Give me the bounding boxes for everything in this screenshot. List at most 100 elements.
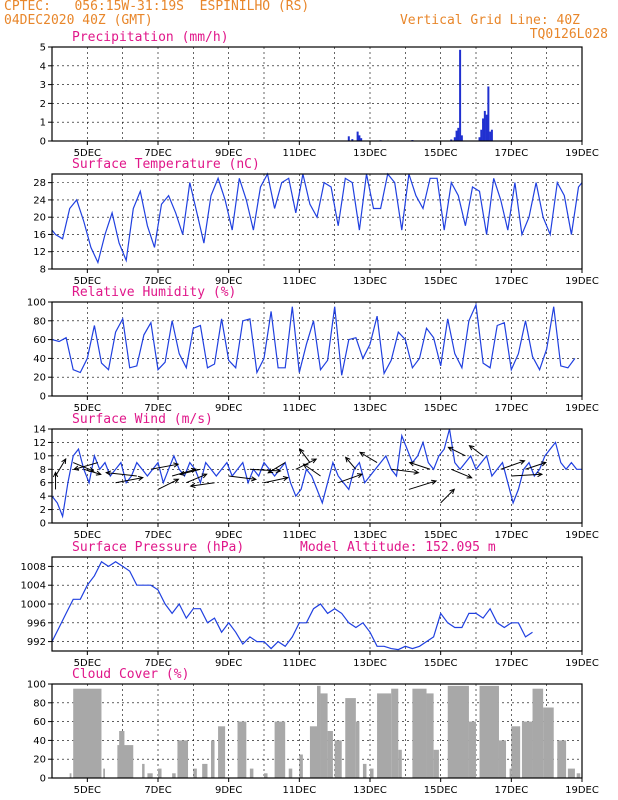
wind-vector-head [61,458,67,465]
wind-xtick-label: 9DEC [215,530,242,541]
wind-vector [345,457,357,470]
precip-bar [351,139,354,141]
wind-xtick-label: 19DEC [565,530,599,541]
wind-vector [448,446,466,457]
pres-series-line [51,560,533,651]
wind-vector [115,477,143,484]
rh-xtick-label: 7DEC [144,403,171,414]
cloud-xtick-label: 19DEC [565,785,599,796]
precip-xtick-label: 7DEC [144,148,171,159]
rh-xtick-label: 5DEC [74,403,101,414]
cloud-xtick-label: 7DEC [144,785,171,796]
temp-ytick-label: 8 [40,265,46,276]
pres-xtick-label: 17DEC [494,658,528,669]
wind-vector-head [73,465,80,471]
wind-vector-head [537,471,544,478]
wind-vector-head [95,470,102,476]
cloud-ytick-label: 60 [33,717,46,728]
cloud-bar [557,740,567,778]
cloud-bar [69,773,72,778]
wind-vector [157,478,179,490]
cloud-bar [498,740,507,778]
rh-xtick-label: 17DEC [494,403,528,414]
wind-vector-head [189,482,196,489]
wind-vector-head [137,475,144,481]
wind-vector-head [344,456,351,463]
cloud-bar [391,688,399,778]
wind-vector-head [105,470,112,476]
cloud-bar [543,707,554,778]
cloud-bar [327,731,333,778]
pres-ytick-label: 1004 [21,581,46,592]
station-header: CPTEC: 056:15W-31:19S ESPINILHO (RS) [4,0,310,14]
precip-title: Precipitation (mm/h) [72,30,229,45]
temp-xtick-label: 5DEC [74,276,101,287]
cloud-ytick-label: 80 [33,698,46,709]
cloud-bar [103,768,105,778]
cloud-bar [362,763,367,778]
cloud-xtick-label: 9DEC [215,785,242,796]
rh-ytick-label: 40 [33,354,46,365]
date-header: 04DEC2020 40Z (GMT) [4,13,153,28]
cloud-bar [355,721,360,778]
cloud-bar [147,773,153,778]
wind-vector [303,463,321,477]
wind-vector [500,460,525,470]
wind-frame [51,428,583,524]
rh-ytick-label: 20 [33,373,46,384]
cloud-xtick-label: 5DEC [74,785,101,796]
cloud-title: Cloud Cover (%) [72,667,189,682]
wind-vector [73,462,99,470]
cloud-xtick-label: 15DEC [424,785,458,796]
pres-xtick-label: 5DEC [74,658,101,669]
wind-vector [186,473,207,484]
cloud-bar [274,721,286,778]
temp-ytick-label: 24 [33,195,46,206]
wind-vector-head [52,471,59,478]
wind-xtick-label: 7DEC [144,530,171,541]
precip-xtick-label: 17DEC [494,148,528,159]
wind-vector [249,468,281,472]
precip-bar [356,131,359,141]
wind-title: Surface Wind (m/s) [72,412,213,427]
wind-ytick-label: 10 [33,451,46,462]
cloud-bar [317,685,321,778]
cloud-bar [177,740,189,778]
rh-xtick-label: 19DEC [565,403,599,414]
cloud-bar [288,768,293,778]
temp-xtick-label: 13DEC [353,276,387,287]
wind-vector-head [311,458,318,464]
cloud-bar [211,740,215,778]
temp-ytick-label: 28 [33,178,46,189]
temp-ytick-label: 16 [33,230,46,241]
cloud-bar [468,721,476,778]
cloud-bar [320,693,328,778]
wind-vector-head [466,473,473,479]
cloud-bar [249,768,254,778]
wind-ytick-label: 4 [40,492,46,503]
wind-vector [83,468,101,475]
cloud-xtick-label: 11DEC [282,785,316,796]
temp-ytick-label: 12 [33,247,46,258]
cloud-ytick-label: 100 [27,680,46,691]
cloud-bar [532,688,544,778]
cloud-bar [202,763,208,778]
wind-vector [525,462,547,470]
precip-bar [453,137,456,141]
precip-ytick-label: 0 [40,137,46,148]
cloud-ytick-label: 0 [40,774,46,785]
precip-bar [460,135,463,141]
temp-xtick-label: 15DEC [424,276,458,287]
wind-xtick-label: 5DEC [74,530,101,541]
wind-vector [179,468,201,475]
cloud-bar [299,754,303,778]
pres-frame [51,556,583,652]
rh-frame [51,301,583,397]
precip-bar [483,110,486,141]
cloud-bar [511,726,521,778]
precip-frame [51,46,583,142]
rh-xtick-label: 15DEC [424,403,458,414]
wind-xtick-label: 13DEC [353,530,387,541]
wind-ytick-label: 8 [40,465,46,476]
